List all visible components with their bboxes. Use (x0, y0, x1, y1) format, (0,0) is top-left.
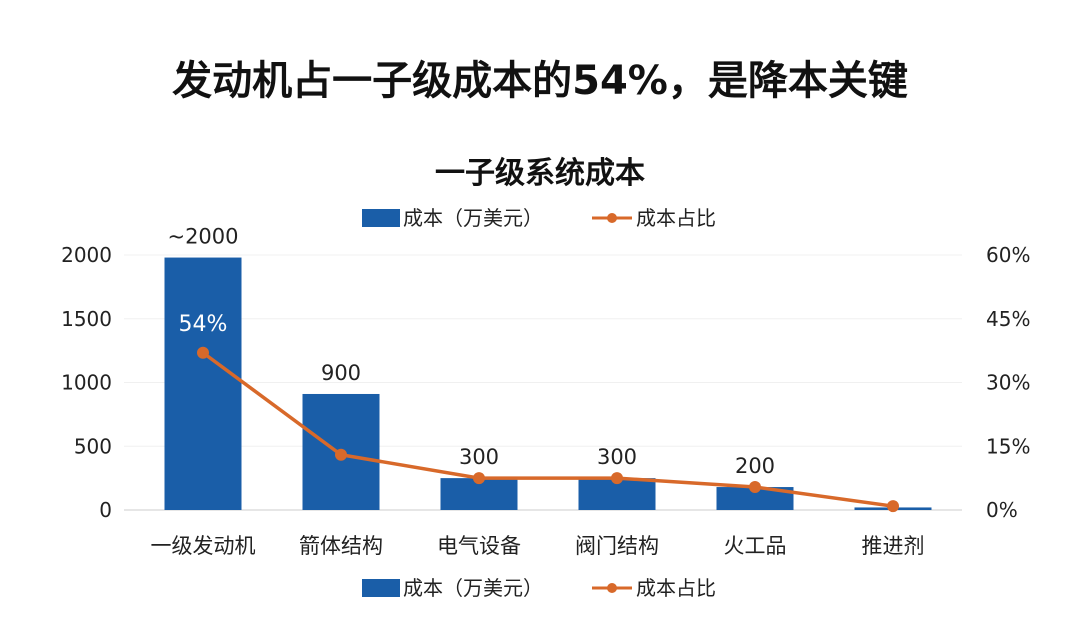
bar-data-label: 300 (459, 445, 499, 469)
category-label: 推进剂 (862, 534, 925, 558)
category-label: 一级发动机 (151, 534, 256, 558)
right-tick-label: 30% (986, 371, 1030, 395)
legend-line-marker (607, 583, 617, 593)
category-label: 箭体结构 (299, 534, 383, 558)
legend-bar-label: 成本（万美元） (403, 576, 543, 600)
left-tick-label: 1000 (61, 371, 112, 395)
share-point (611, 472, 623, 485)
bar-data-label: 900 (321, 361, 361, 385)
bar-data-label: 300 (597, 445, 637, 469)
share-point (335, 448, 347, 461)
bar (164, 257, 242, 510)
right-tick-label: 60% (986, 243, 1030, 267)
right-tick-label: 15% (986, 434, 1030, 458)
category-label: 火工品 (724, 534, 787, 558)
page-title: 发动机占一子级成本的54%，是降本关键 (172, 58, 908, 104)
bar-data-label: 200 (735, 454, 775, 478)
category-label: 阀门结构 (575, 534, 659, 558)
share-point (749, 481, 761, 494)
legend-line-label: 成本占比 (636, 206, 716, 230)
left-tick-label: 0 (99, 498, 112, 522)
left-tick-label: 2000 (61, 243, 112, 267)
annotation-label: 54% (179, 312, 228, 337)
left-tick-label: 500 (74, 434, 112, 458)
legend-bar-swatch (362, 579, 400, 597)
bar (716, 487, 794, 510)
right-tick-label: 0% (986, 498, 1018, 522)
legend-bar-swatch (362, 209, 400, 227)
share-point (197, 346, 209, 359)
right-tick-label: 45% (986, 307, 1030, 331)
share-point (887, 500, 899, 513)
legend-line-label: 成本占比 (636, 576, 716, 600)
share-line (201, 351, 894, 508)
chart-title: 一子级系统成本 (435, 156, 645, 191)
left-tick-label: 1500 (61, 307, 112, 331)
bar-data-label: ~2000 (167, 225, 238, 249)
share-point (473, 472, 485, 485)
legend-bar-label: 成本（万美元） (403, 206, 543, 230)
category-label: 电气设备 (437, 534, 521, 558)
legend-line-marker (607, 213, 617, 223)
